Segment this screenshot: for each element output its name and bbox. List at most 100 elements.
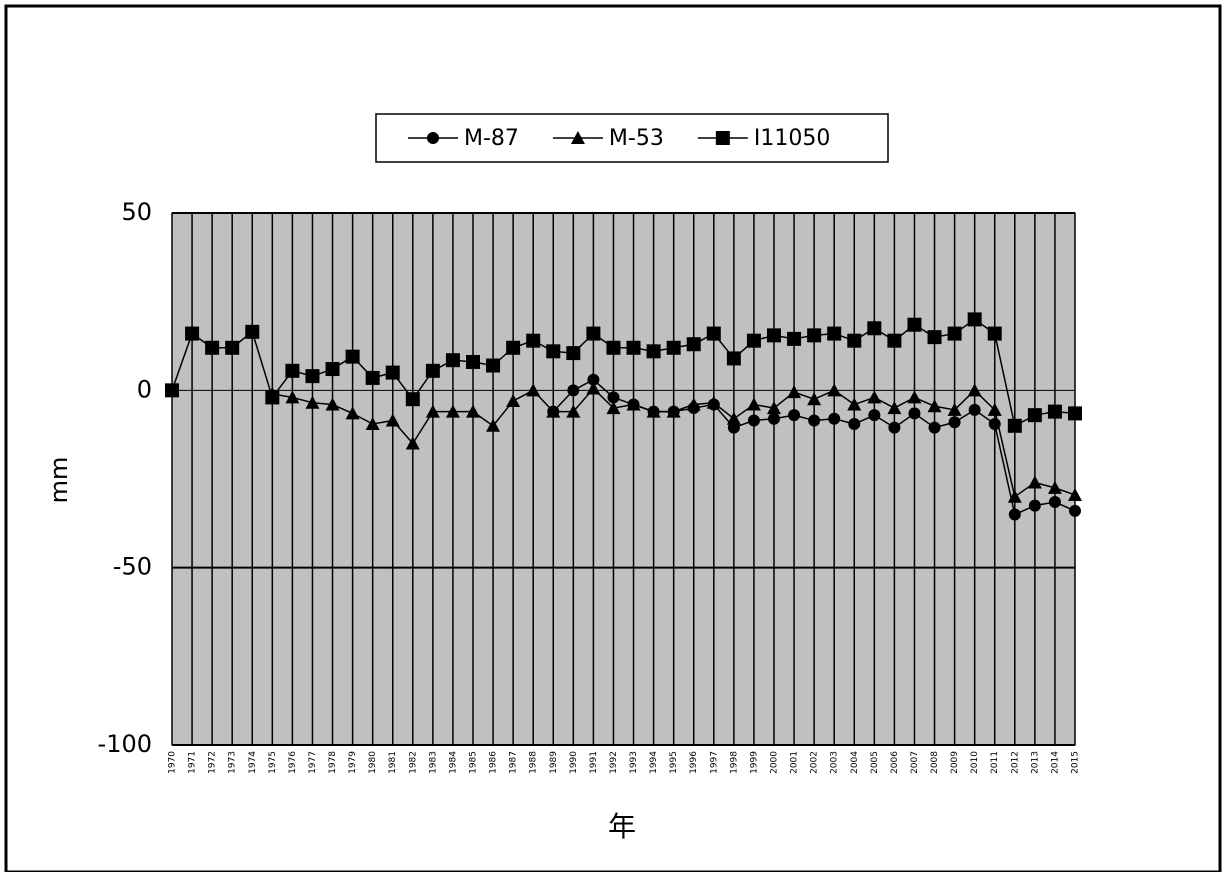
x-tick-label: 1981 bbox=[388, 751, 398, 774]
x-tick-label: 2002 bbox=[810, 751, 820, 774]
data-point bbox=[445, 353, 460, 368]
legend-box bbox=[375, 113, 889, 163]
data-point bbox=[345, 406, 360, 420]
data-point bbox=[947, 326, 962, 341]
data-point bbox=[365, 370, 380, 385]
data-point bbox=[746, 397, 761, 411]
data-point bbox=[626, 340, 641, 355]
data-point bbox=[385, 365, 400, 380]
x-tick-label: 1990 bbox=[569, 751, 579, 774]
data-point bbox=[285, 390, 300, 404]
data-point bbox=[546, 404, 561, 418]
data-point bbox=[305, 395, 320, 409]
x-tick-label: 2000 bbox=[770, 751, 780, 774]
x-tick-label: 1988 bbox=[529, 751, 539, 774]
data-point bbox=[968, 403, 981, 416]
x-tick-label: 2004 bbox=[850, 751, 860, 774]
x-tick-label: 1982 bbox=[408, 751, 418, 774]
data-point bbox=[185, 326, 200, 341]
legend-label: I11050 bbox=[754, 126, 830, 151]
data-point bbox=[867, 321, 882, 336]
data-point bbox=[967, 383, 982, 397]
data-point bbox=[686, 397, 701, 411]
data-point bbox=[586, 326, 601, 341]
data-point bbox=[807, 392, 822, 406]
x-tick-label: 1998 bbox=[729, 751, 739, 774]
data-point bbox=[385, 413, 400, 427]
data-point bbox=[586, 381, 601, 395]
x-tick-label: 1979 bbox=[348, 751, 358, 774]
data-point bbox=[205, 340, 220, 355]
data-point bbox=[787, 331, 802, 346]
data-point bbox=[325, 397, 340, 411]
data-point bbox=[1028, 499, 1041, 512]
data-point bbox=[1007, 489, 1022, 503]
data-point bbox=[546, 344, 561, 359]
x-tick-label: 1980 bbox=[368, 751, 378, 774]
data-point bbox=[466, 404, 480, 418]
data-point bbox=[746, 333, 761, 348]
data-point bbox=[887, 401, 902, 415]
data-point bbox=[928, 421, 941, 434]
legend-marker bbox=[715, 131, 730, 145]
data-point bbox=[1027, 408, 1042, 423]
data-point bbox=[425, 404, 440, 418]
data-point bbox=[325, 362, 340, 377]
x-tick-label: 1983 bbox=[428, 751, 438, 774]
x-tick-label: 2008 bbox=[930, 751, 940, 774]
x-tick-label: 2009 bbox=[950, 751, 960, 774]
data-point bbox=[907, 390, 922, 404]
data-point bbox=[706, 395, 721, 409]
data-point bbox=[947, 402, 962, 416]
data-point bbox=[847, 333, 862, 348]
data-point bbox=[425, 363, 440, 378]
y-tick-label: 50 bbox=[121, 198, 152, 226]
data-point bbox=[927, 330, 942, 345]
data-point bbox=[305, 369, 320, 384]
y-tick-label: 0 bbox=[137, 375, 152, 403]
data-point bbox=[1069, 504, 1081, 517]
x-tick-label: 2012 bbox=[1010, 751, 1020, 774]
data-point bbox=[967, 312, 982, 327]
data-point bbox=[908, 407, 921, 420]
x-tick-label: 1994 bbox=[649, 751, 659, 774]
x-tick-label: 1991 bbox=[589, 751, 599, 774]
data-point bbox=[626, 397, 641, 411]
data-point bbox=[827, 383, 842, 397]
x-tick-label: 1985 bbox=[469, 751, 479, 774]
legend-label: M-53 bbox=[609, 126, 664, 151]
data-point bbox=[506, 340, 521, 355]
x-tick-label: 1993 bbox=[629, 751, 639, 774]
data-point bbox=[686, 337, 701, 352]
x-tick-label: 1978 bbox=[328, 751, 338, 774]
data-point bbox=[1027, 475, 1042, 489]
data-point bbox=[345, 349, 360, 364]
legend-label: M-87 bbox=[464, 126, 519, 151]
data-point bbox=[1048, 496, 1061, 509]
x-tick-label: 1997 bbox=[709, 751, 719, 774]
data-point bbox=[847, 397, 862, 411]
data-point bbox=[526, 333, 541, 348]
data-point bbox=[726, 411, 741, 425]
data-point bbox=[445, 404, 460, 418]
y-axis-label: mm bbox=[45, 457, 73, 504]
data-point bbox=[927, 399, 942, 413]
x-tick-label: 2014 bbox=[1050, 751, 1060, 774]
x-tick-label: 1971 bbox=[188, 751, 198, 774]
data-point bbox=[165, 383, 179, 398]
x-tick-label: 1970 bbox=[168, 751, 178, 774]
x-tick-label: 2015 bbox=[1071, 751, 1081, 774]
x-tick-label: 2010 bbox=[970, 751, 980, 774]
data-point bbox=[486, 358, 501, 373]
x-tick-label: 1984 bbox=[448, 751, 458, 774]
data-point bbox=[768, 412, 780, 425]
data-point bbox=[245, 324, 260, 339]
data-point bbox=[706, 326, 721, 341]
data-point bbox=[405, 436, 420, 450]
data-point bbox=[767, 401, 781, 415]
x-tick-label: 1977 bbox=[308, 751, 318, 774]
data-point bbox=[285, 363, 300, 378]
x-tick-label: 1996 bbox=[689, 751, 699, 774]
x-tick-label: 1999 bbox=[749, 751, 759, 774]
